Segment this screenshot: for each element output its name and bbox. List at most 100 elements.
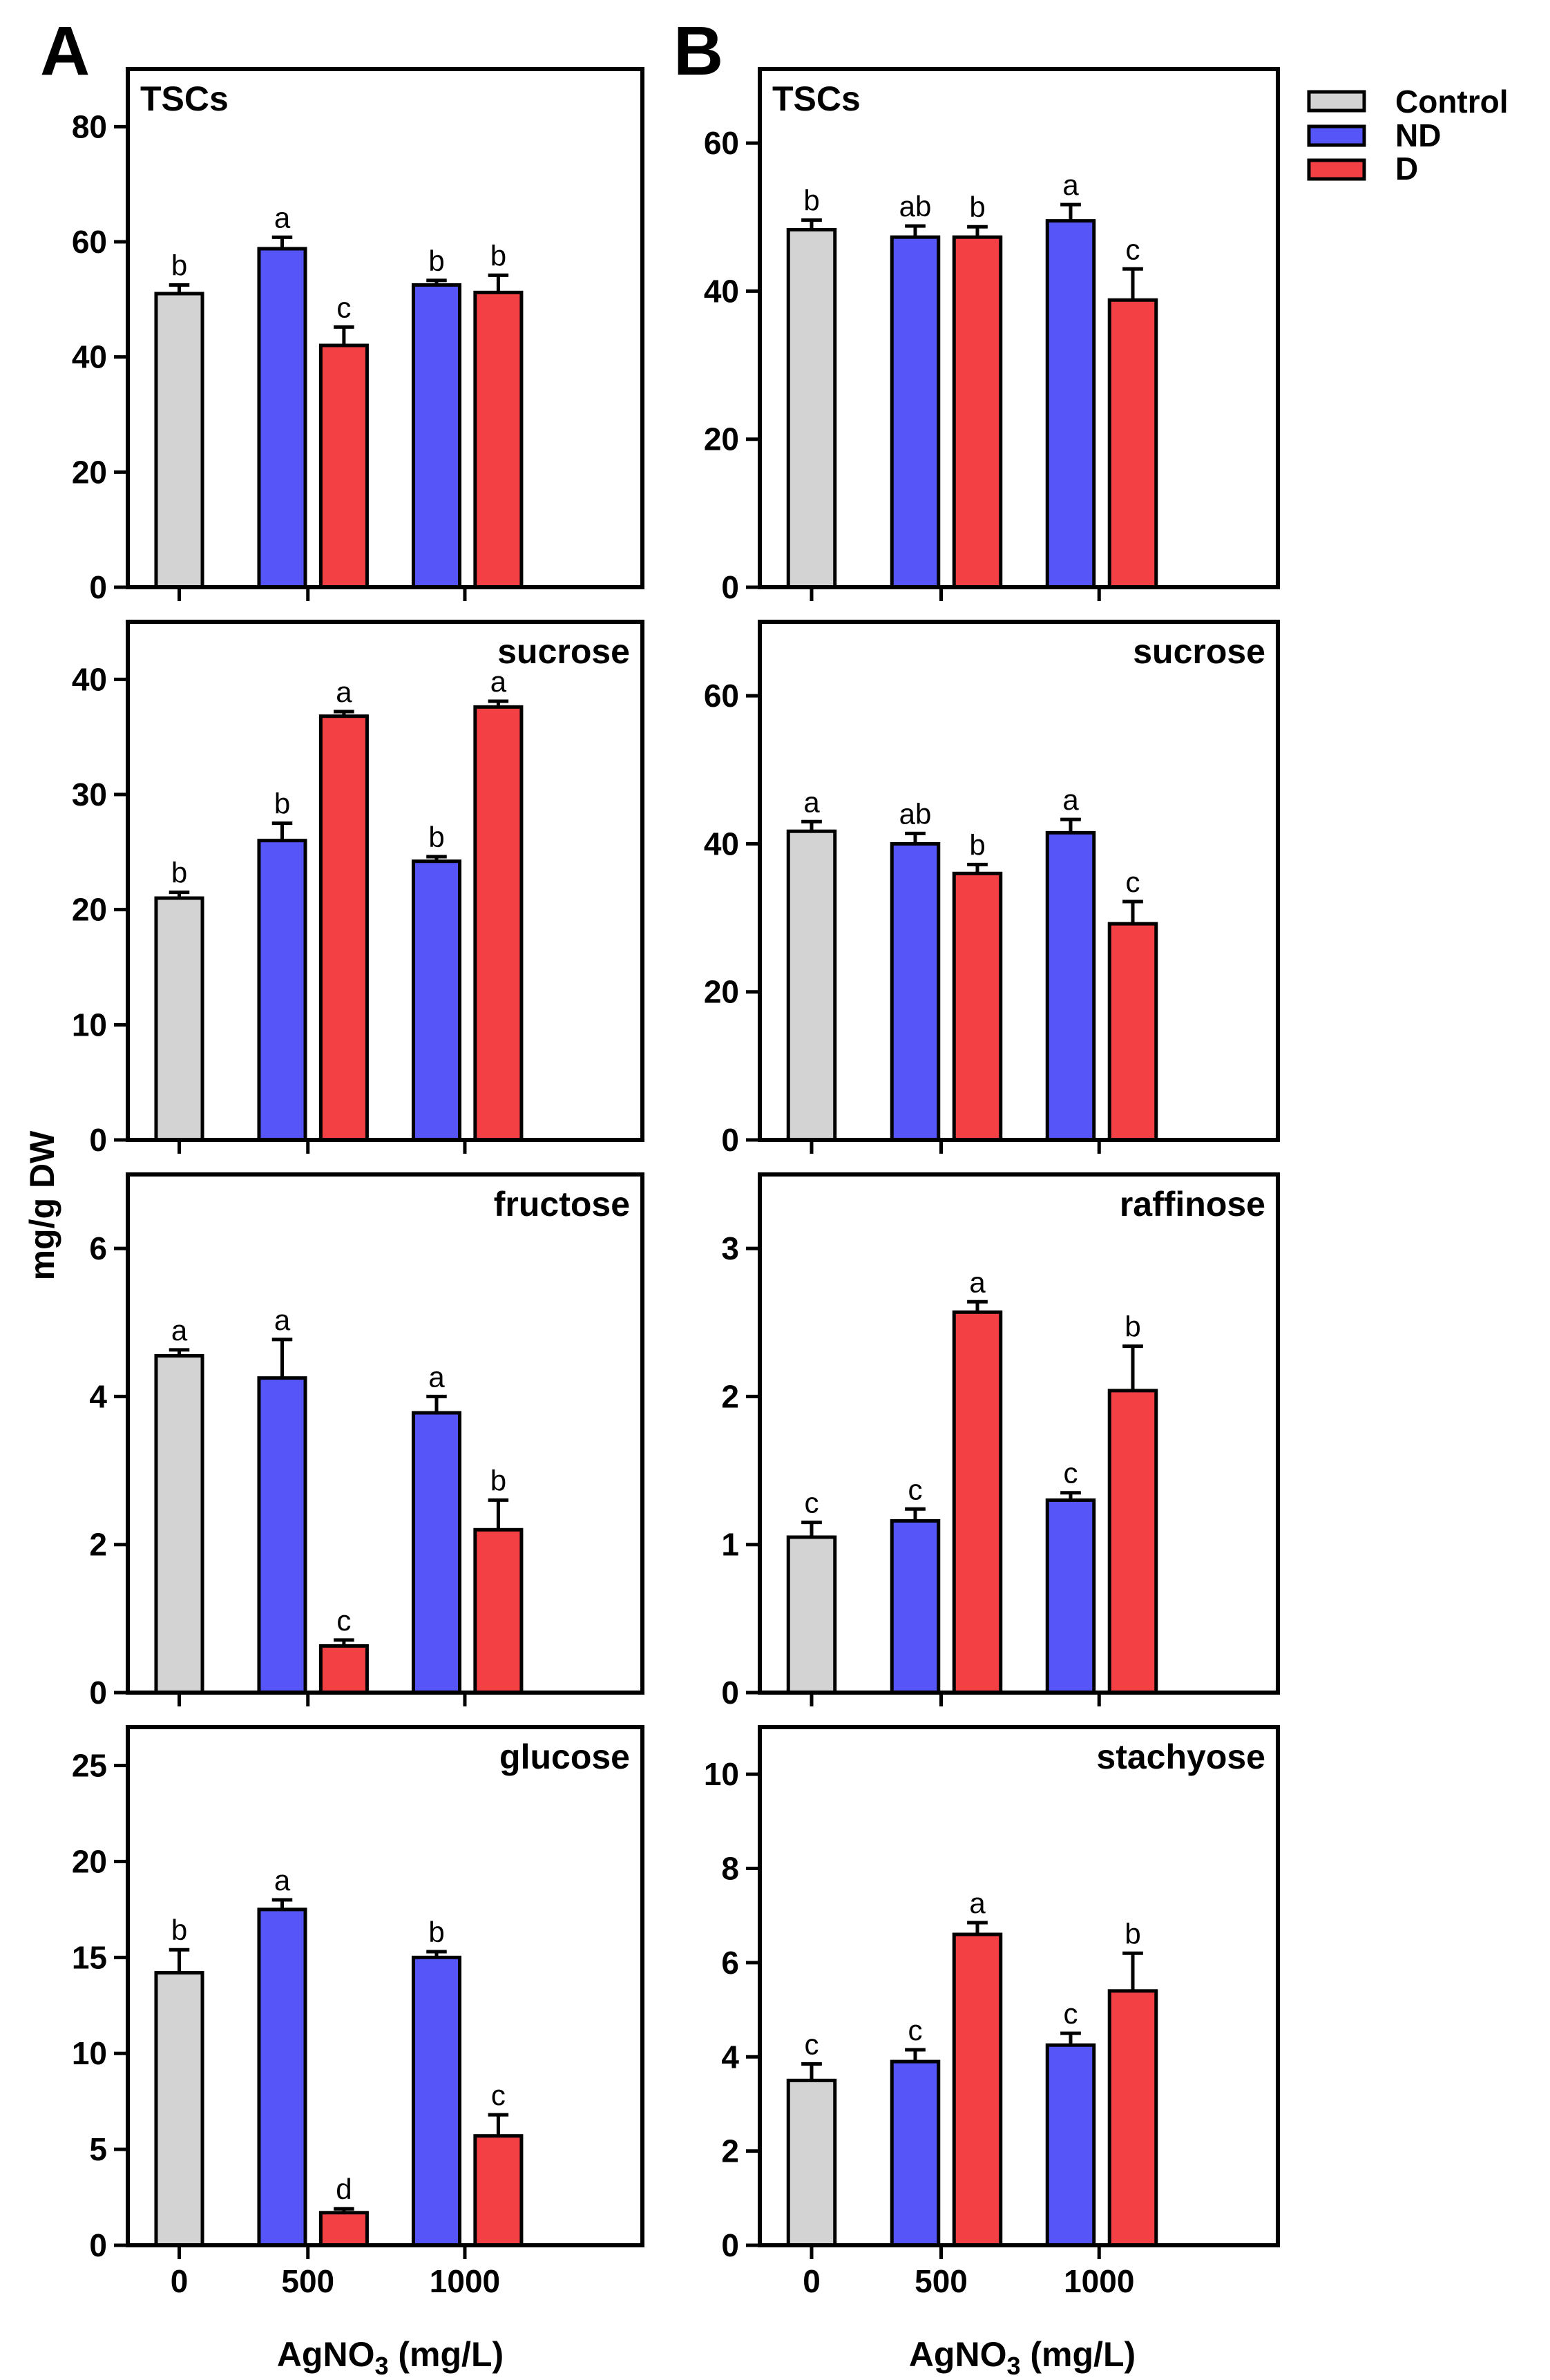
bar-0-control xyxy=(154,292,204,589)
y-tick-label: 60 xyxy=(704,125,739,161)
significance-label-500-d: a xyxy=(336,676,352,708)
plot-frame xyxy=(126,1172,644,1695)
x-axis-title-subscript: 3 xyxy=(1006,2352,1020,2377)
y-tick-label: 2 xyxy=(721,2133,739,2169)
bar-500-nd xyxy=(257,839,307,1142)
y-tick-label: 20 xyxy=(704,974,739,1010)
bar-1000-d xyxy=(473,290,524,589)
bar-1000-nd xyxy=(1045,1498,1096,1695)
significance-label-1000-d: c xyxy=(1126,866,1140,898)
significance-label-0-control: b xyxy=(171,857,187,889)
bar-1000-nd xyxy=(1045,830,1096,1142)
significance-label-500-d: a xyxy=(969,1266,986,1298)
significance-label-1000-d: c xyxy=(1126,233,1140,265)
plot-frame xyxy=(758,1725,1280,2247)
y-tick-label: 60 xyxy=(704,678,739,714)
bar-500-d xyxy=(318,1644,369,1695)
y-tick-label: 40 xyxy=(704,826,739,861)
significance-label-0-control: b xyxy=(171,1914,187,1946)
significance-label-1000-nd: a xyxy=(1062,783,1079,816)
significance-label-1000-d: b xyxy=(490,239,506,272)
plot-frame xyxy=(126,67,644,589)
x-tick-label: 1000 xyxy=(430,2263,500,2299)
y-tick-label: 40 xyxy=(72,339,107,375)
significance-label-1000-d: b xyxy=(490,1464,506,1496)
y-tick-label: 1 xyxy=(721,1527,739,1563)
bar-1000-d xyxy=(1107,1389,1158,1695)
significance-label-1000-nd: b xyxy=(428,821,444,853)
bar-500-nd xyxy=(257,1907,307,2247)
bar-0-control xyxy=(154,1971,204,2247)
plot-frame xyxy=(126,1725,644,2247)
subplot-a-glucose: b a d b c 0 5 10 15 20 25 0 500 1000 glucose xyxy=(72,1725,644,2299)
subplot-b-raffinose: c c a c b 0 1 2 3 raffinose xyxy=(721,1172,1280,1711)
bar-0-control xyxy=(154,896,204,1142)
bar-0-control xyxy=(786,1535,837,1695)
bar-1000-d xyxy=(473,705,524,1142)
bar-500-d xyxy=(318,343,369,589)
y-tick-label: 0 xyxy=(89,569,107,605)
x-tick-label: 1000 xyxy=(1064,2263,1134,2299)
x-axis-title-main: AgNO xyxy=(277,2335,375,2374)
bar-500-nd xyxy=(890,1519,941,1695)
x-axis-title-b: AgNO3 (mg/L) xyxy=(909,2335,1136,2377)
y-tick-label: 0 xyxy=(89,1122,107,1158)
subplot-title: sucrose xyxy=(497,632,630,671)
y-tick-label: 8 xyxy=(721,1851,739,1887)
significance-label-1000-d: b xyxy=(1125,1917,1140,1950)
y-tick-label: 40 xyxy=(704,273,739,309)
significance-label-500-d: b xyxy=(969,828,985,861)
bar-500-nd xyxy=(890,841,941,1142)
bar-500-nd xyxy=(257,1376,307,1695)
significance-label-1000-nd: a xyxy=(428,1360,445,1393)
bar-500-d xyxy=(952,871,1003,1142)
significance-label-1000-d: a xyxy=(490,665,507,698)
x-axis-title-subscript: 3 xyxy=(374,2352,388,2377)
y-tick-label: 25 xyxy=(72,1748,107,1784)
bar-1000-d xyxy=(473,1527,524,1695)
legend-swatch-control xyxy=(1307,90,1366,113)
significance-label-500-d: c xyxy=(336,291,351,323)
x-axis-title-suffix: (mg/L) xyxy=(389,2335,504,2374)
y-tick-label: 6 xyxy=(89,1230,107,1266)
bar-1000-d xyxy=(473,2134,524,2247)
subplot-a-sucrose: b b a b a 0 10 20 30 40 sucrose xyxy=(72,620,644,1158)
bar-0-control xyxy=(786,228,837,589)
y-tick-label: 40 xyxy=(72,661,107,697)
legend-swatch-d xyxy=(1307,158,1366,181)
subplot-b-tscs: b ab b a c 0 20 40 60 TSCs xyxy=(704,67,1280,605)
subplot-title: fructose xyxy=(494,1185,630,1224)
x-axis-title-suffix: (mg/L) xyxy=(1021,2335,1136,2374)
y-tick-label: 20 xyxy=(72,892,107,928)
y-tick-label: 6 xyxy=(721,1945,739,1981)
significance-label-500-d: d xyxy=(336,2173,352,2205)
x-tick-label: 0 xyxy=(171,2263,189,2299)
subplot-title: stachyose xyxy=(1096,1738,1265,1776)
bar-1000-nd xyxy=(1045,2043,1096,2247)
subplot-title: raffinose xyxy=(1120,1185,1265,1224)
plot-frame xyxy=(758,620,1280,1142)
y-tick-label: 2 xyxy=(89,1527,107,1563)
bar-500-d xyxy=(952,1310,1003,1695)
y-tick-label: 10 xyxy=(704,1756,739,1792)
bar-1000-nd xyxy=(411,1955,462,2247)
legend-swatch-nd xyxy=(1307,124,1366,147)
bar-1000-nd xyxy=(411,859,462,1142)
y-tick-label: 0 xyxy=(721,2227,739,2263)
legend-label-control: Control xyxy=(1395,84,1509,120)
legend-label-d: D xyxy=(1395,151,1418,187)
significance-label-500-d: a xyxy=(969,1887,986,1919)
y-tick-label: 0 xyxy=(721,569,739,605)
subplot-title: glucose xyxy=(499,1738,630,1776)
bar-500-d xyxy=(952,1932,1003,2247)
x-tick-label: 0 xyxy=(803,2263,821,2299)
significance-label-500-nd: a xyxy=(274,1304,291,1336)
y-tick-label: 0 xyxy=(721,1675,739,1711)
y-tick-label: 30 xyxy=(72,777,107,812)
y-tick-label: 4 xyxy=(721,2039,739,2075)
panel-label-a: A xyxy=(40,12,90,90)
significance-label-500-nd: ab xyxy=(899,190,932,222)
